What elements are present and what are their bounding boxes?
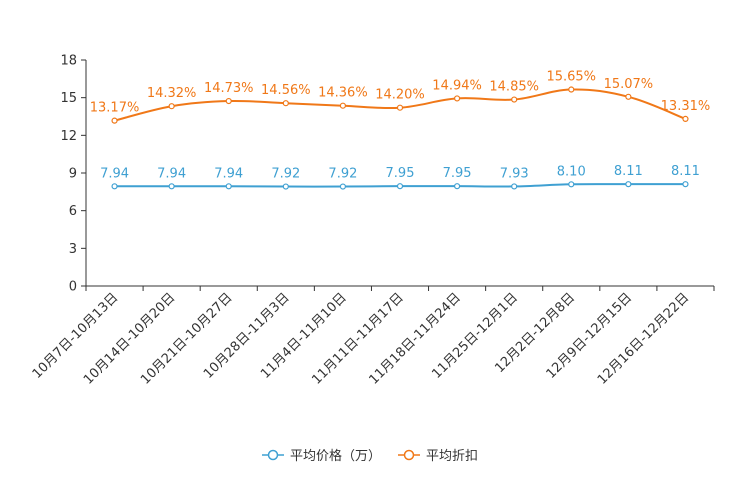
y-tick-label: 9 [69,167,77,182]
data-point [511,183,518,190]
y-tick-label: 15 [60,91,77,106]
data-label: 14.94% [432,78,482,93]
data-point [111,117,118,124]
data-point [568,181,575,188]
y-tick-label: 18 [60,54,77,69]
data-point [453,183,461,190]
legend-label: 平均折扣 [426,449,478,464]
legend-marker [403,449,415,461]
data-label: 7.93 [500,166,529,181]
data-label: 14.73% [204,81,254,96]
data-label: 8.11 [671,164,700,179]
data-label: 14.32% [147,86,197,101]
y-tick-label: 12 [60,129,77,144]
data-point [682,181,689,188]
y-tick-label: 6 [69,204,77,219]
data-label: 13.31% [661,99,711,114]
data-label: 8.10 [557,164,586,179]
legend-label: 平均价格（万） [290,448,381,464]
data-label: 7.95 [443,166,472,181]
data-point [396,183,404,190]
data-point [282,100,289,107]
data-point [168,183,175,190]
data-label: 7.92 [271,167,300,182]
data-label: 14.85% [489,80,539,95]
data-point [396,104,404,111]
data-label: 15.07% [604,77,654,92]
data-label: 14.56% [261,83,311,98]
data-label: 7.92 [328,167,357,182]
data-point [511,96,518,103]
data-label: 8.11 [614,164,643,179]
legend-marker [267,449,279,461]
data-label: 15.65% [546,70,596,85]
data-label: 14.36% [318,86,368,101]
series-layer [111,86,689,190]
data-point [225,183,232,190]
data-point [339,102,347,109]
data-point [682,115,689,122]
data-point [453,95,461,102]
data-point [282,183,289,190]
y-tick-label: 0 [69,280,77,295]
legend: 平均价格（万） 平均折扣 [262,448,478,464]
data-point [111,183,118,190]
data-point [225,97,232,105]
labels-layer: 7.94 7.94 7.94 7.92 7.92 7.95 7.95 7.93 8.10 8.11… [90,70,710,182]
data-label: 14.20% [375,88,425,103]
data-label: 7.94 [214,166,243,181]
data-point [168,103,175,110]
y-tick-label: 3 [69,242,77,257]
data-point [625,181,632,188]
data-label: 13.17% [90,101,140,116]
data-point [625,93,632,100]
data-label: 7.94 [157,166,186,181]
data-label: 7.94 [100,166,129,181]
data-label: 7.95 [386,166,415,181]
data-point [339,183,347,190]
data-point [568,86,575,93]
